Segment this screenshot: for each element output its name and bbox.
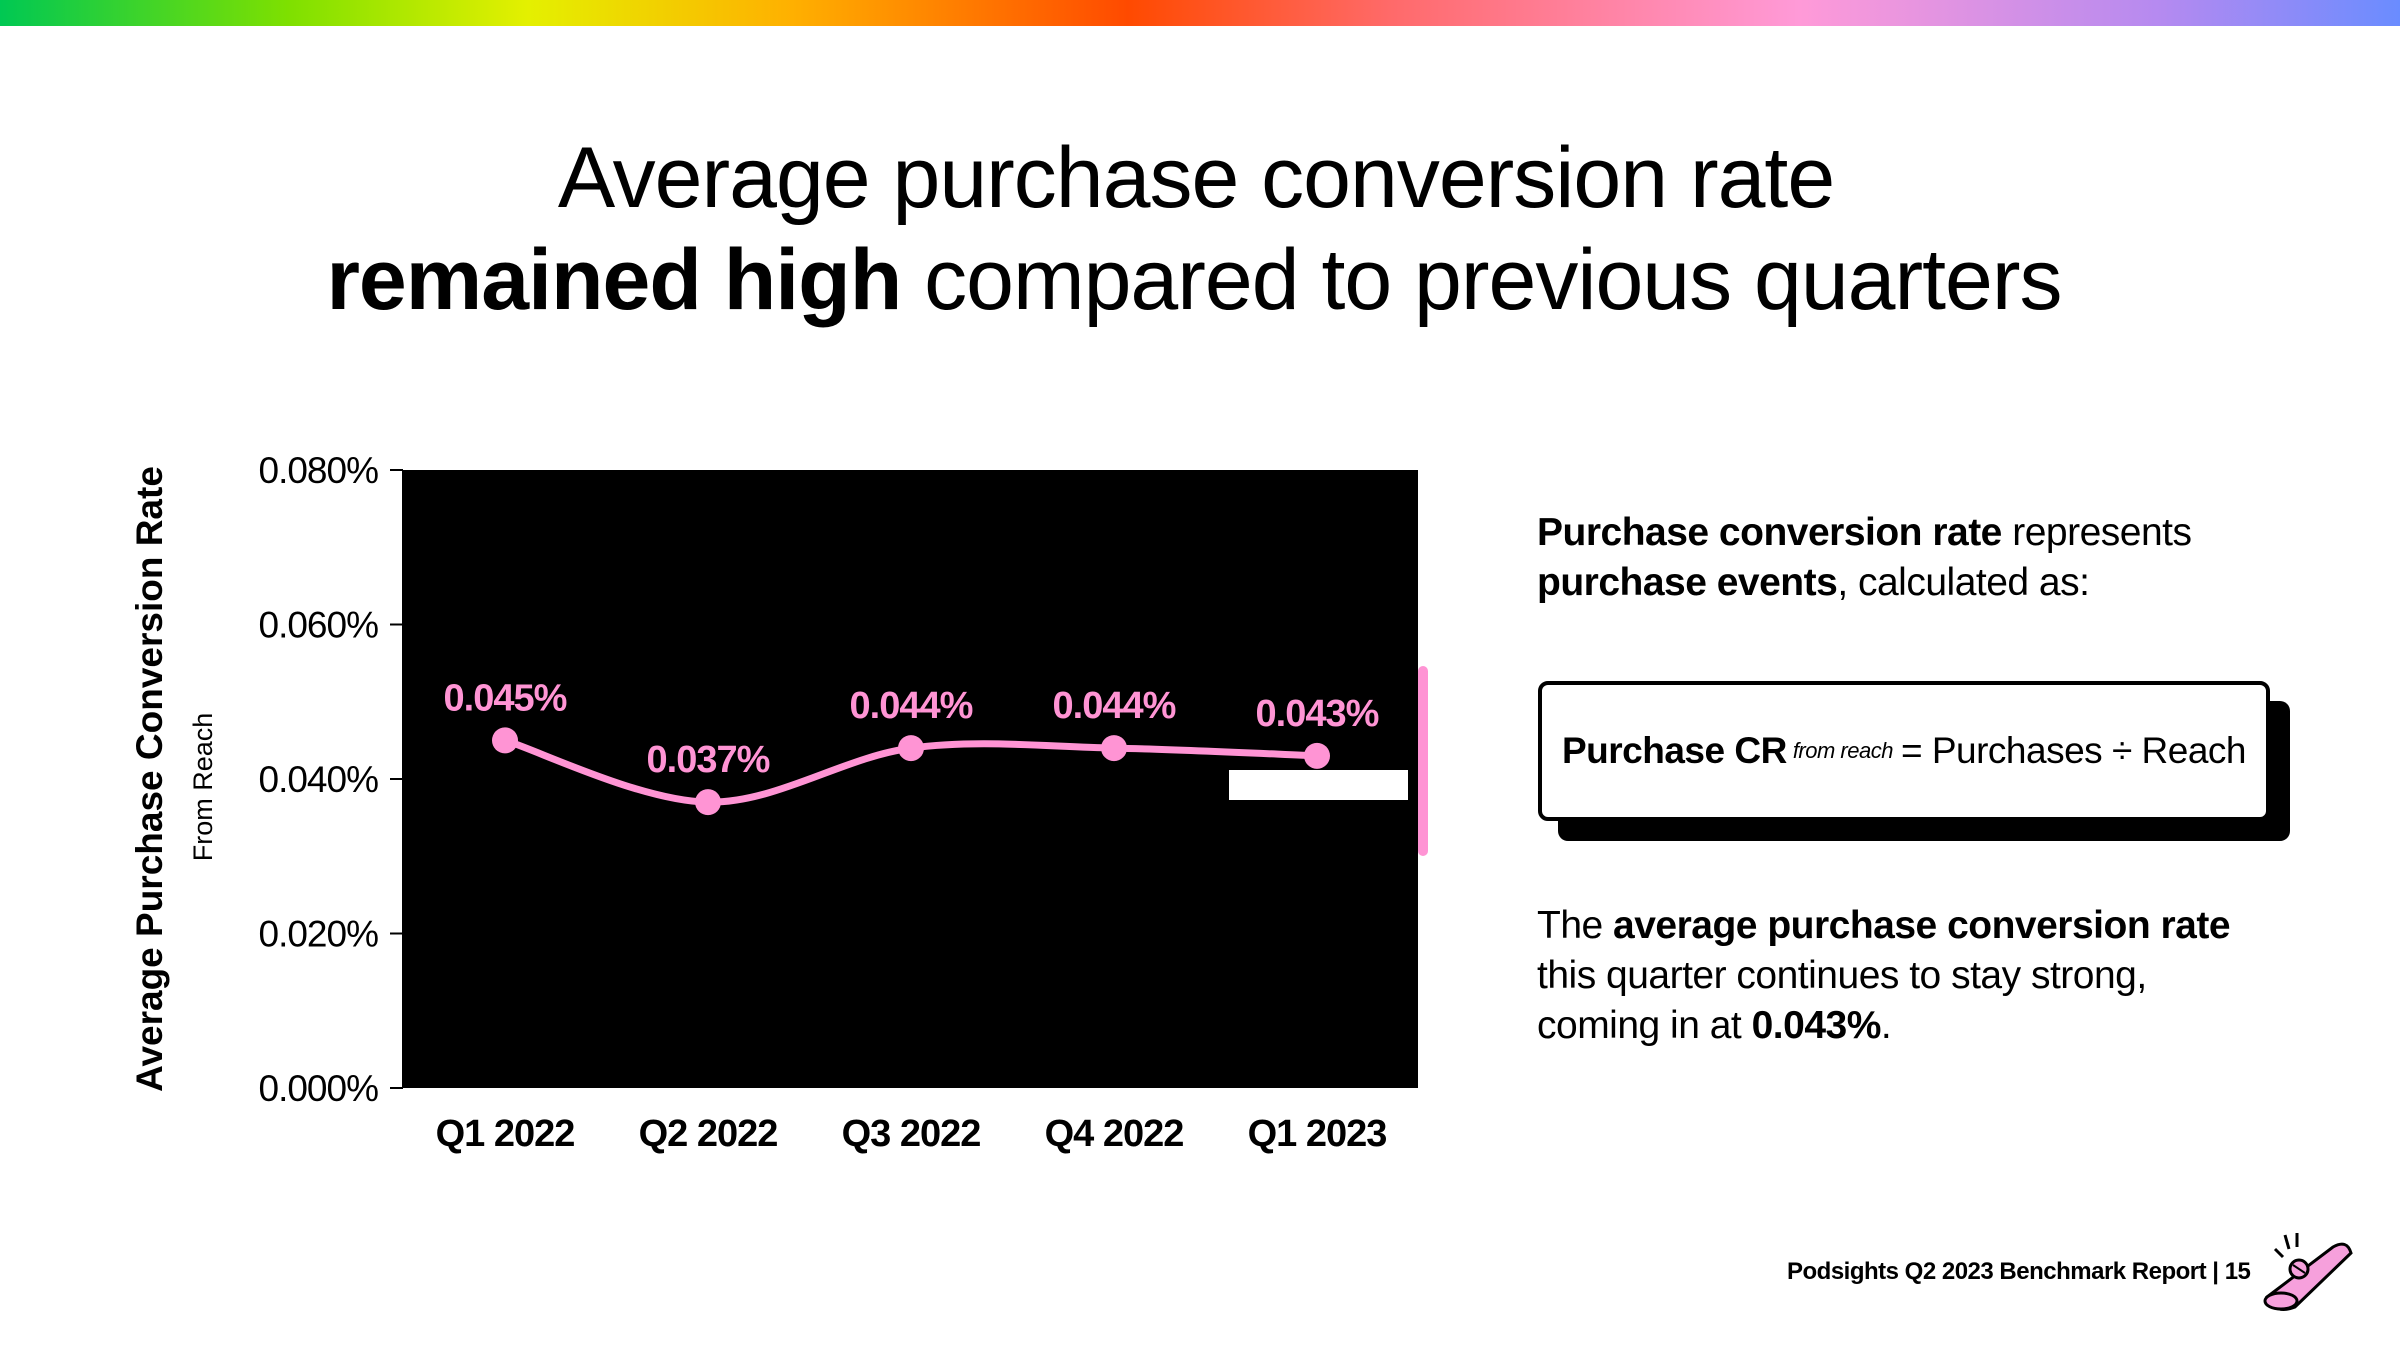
formula-subscript: from reach xyxy=(1792,738,1894,763)
formula-lhs: Purchase CR xyxy=(1562,730,1787,771)
description-top: Purchase conversion rate represents purc… xyxy=(1537,508,2192,608)
data-point xyxy=(898,735,924,762)
y-tick-label: 0.000% xyxy=(259,1068,379,1109)
white-overlay-box xyxy=(1229,770,1408,800)
y-tick-label: 0.060% xyxy=(259,605,379,646)
kazoo-logo-icon xyxy=(2263,1233,2353,1311)
page-title-line2: remained high compared to previous quart… xyxy=(0,230,2394,330)
data-label: 0.043% xyxy=(1256,693,1379,735)
data-point xyxy=(492,727,518,754)
data-label: 0.044% xyxy=(1053,685,1176,727)
formula-rhs: = Purchases ÷ Reach xyxy=(1900,730,2247,771)
desc-bold: 0.043% xyxy=(1751,1004,1882,1047)
desc-bold: average purchase conversion rate xyxy=(1613,904,2231,947)
desc-text: The xyxy=(1537,904,1614,947)
footer-text: Podsights Q2 2023 Benchmark Report | 15 xyxy=(1787,1258,2251,1285)
page-title-line1: Average purchase conversion rate xyxy=(557,130,1835,226)
desc-text: represents xyxy=(2001,511,2192,554)
data-label: 0.044% xyxy=(850,685,973,727)
x-tick-label: Q2 2022 xyxy=(639,1113,778,1155)
formula-box: Purchase CR from reach = Purchases ÷ Reach xyxy=(1538,681,2270,821)
desc-bold: Purchase conversion rate xyxy=(1537,511,2002,554)
data-label: 0.037% xyxy=(647,739,770,781)
y-axis-subtitle: From Reach xyxy=(188,713,218,862)
desc-text: . xyxy=(1880,1004,1892,1047)
desc-text: coming in at xyxy=(1537,1004,1752,1047)
pink-edge-accent xyxy=(1418,666,1428,856)
desc-bold: purchase events xyxy=(1537,561,1838,604)
title-bold: remained high xyxy=(326,232,902,328)
data-point xyxy=(695,789,721,816)
y-tick-label: 0.040% xyxy=(259,759,379,800)
y-axis-title: Average Purchase Conversion Rate xyxy=(129,466,170,1092)
y-tick-label: 0.020% xyxy=(259,914,379,955)
data-point xyxy=(1304,742,1330,769)
data-point xyxy=(1101,735,1127,762)
desc-text: this quarter continues to stay strong, xyxy=(1537,954,2147,997)
x-tick-label: Q1 2023 xyxy=(1248,1113,1387,1155)
data-label: 0.045% xyxy=(444,677,567,719)
y-tick-label: 0.080% xyxy=(259,450,379,491)
rainbow-top-bar xyxy=(0,0,2400,26)
description-bottom: The average purchase conversion rate thi… xyxy=(1537,901,2231,1051)
x-tick-label: Q1 2022 xyxy=(436,1113,575,1155)
x-tick-label: Q3 2022 xyxy=(842,1113,981,1155)
x-tick-label: Q4 2022 xyxy=(1045,1113,1184,1155)
desc-text: , calculated as: xyxy=(1837,561,2090,604)
title-rest: compared to previous quarters xyxy=(901,232,2062,328)
